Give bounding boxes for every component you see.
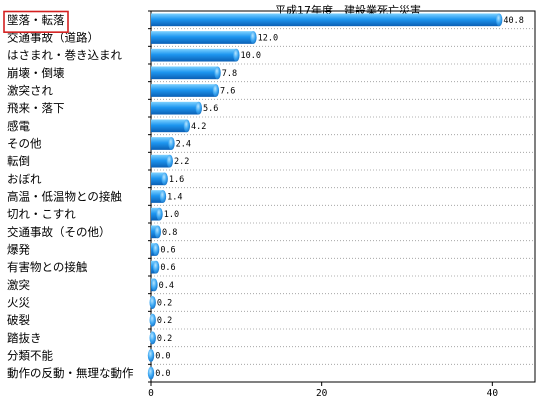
bar-cap — [149, 331, 156, 345]
category-label: 分類不能 — [7, 349, 53, 363]
category-label: はさまれ・巻き込まれ — [7, 48, 122, 62]
category-label: 動作の反動・無理な動作 — [7, 366, 134, 380]
value-label: 5.6 — [203, 104, 218, 114]
value-label: 0.2 — [157, 299, 172, 309]
category-label: 切れ・こすれ — [7, 207, 76, 221]
category-label: 崩壊・倒壊 — [7, 66, 65, 80]
bar-cap — [147, 349, 155, 362]
value-label: 0.0 — [155, 369, 170, 379]
bar-cap — [166, 154, 173, 168]
bar — [151, 84, 216, 97]
x-tick-label: 20 — [316, 388, 328, 399]
value-label: 1.4 — [167, 193, 182, 203]
bar — [151, 13, 500, 27]
bar-cap — [233, 48, 240, 62]
bar-cap — [168, 137, 175, 150]
category-label: 転倒 — [7, 154, 30, 168]
category-label: その他 — [7, 137, 42, 151]
bar — [151, 207, 160, 221]
highlight-box — [3, 10, 69, 33]
category-label: 爆発 — [7, 243, 30, 257]
bar-cap — [212, 84, 220, 97]
category-label: おぼれ — [7, 172, 42, 186]
value-label: 1.6 — [169, 175, 184, 185]
bar-cap — [214, 66, 221, 80]
bar — [151, 31, 254, 44]
value-label: 10.0 — [241, 51, 261, 61]
value-label: 40.8 — [503, 16, 523, 26]
bar — [151, 66, 218, 80]
category-label: 激突され — [7, 84, 53, 98]
category-label: 激突 — [7, 278, 30, 292]
value-label: 12.0 — [258, 34, 278, 44]
grid-lines — [151, 28, 535, 365]
category-label: 火災 — [7, 296, 30, 310]
value-label: 1.0 — [164, 210, 179, 220]
bar — [151, 48, 237, 62]
bar-cap — [149, 296, 156, 309]
category-label: 交通事故（道路） — [7, 31, 99, 45]
category-label: 感電 — [7, 119, 30, 133]
bar-cap — [149, 313, 156, 327]
category-label: 踏抜き — [7, 331, 42, 345]
bar — [151, 172, 165, 186]
bar-cap — [495, 13, 503, 27]
bar-cap — [156, 207, 163, 221]
value-label: 0.2 — [157, 334, 172, 344]
value-label: 0.6 — [160, 263, 175, 273]
category-label: 墜落・転落 — [7, 13, 65, 27]
bars — [147, 13, 503, 380]
bar — [151, 119, 187, 133]
category-label: 破裂 — [7, 313, 30, 327]
category-label: 飛来・落下 — [7, 101, 65, 115]
value-label: 4.2 — [191, 122, 206, 132]
bar-cap — [152, 260, 160, 274]
value-label: 2.2 — [174, 157, 189, 167]
bar-cap — [250, 31, 257, 44]
bar-cap — [195, 101, 202, 115]
category-label: 有害物との接触 — [7, 260, 88, 274]
bar — [151, 137, 172, 150]
value-label: 0.6 — [160, 246, 175, 256]
bar — [151, 225, 158, 239]
value-label: 2.4 — [176, 140, 191, 150]
bar-cap — [183, 119, 191, 133]
x-tick-label: 0 — [148, 388, 154, 399]
bar-cap — [154, 225, 162, 239]
bar-cap — [159, 190, 167, 203]
bar-cap — [147, 366, 155, 380]
category-label: 交通事故（その他） — [7, 225, 111, 239]
bar — [151, 154, 170, 168]
x-tick-label: 40 — [487, 388, 499, 399]
value-labels: 40.8 12.0 10.0 7.8 7.65.6 4.22.4 2.2 1.6 1.4 1.0 0… — [155, 16, 524, 379]
value-label: 7.8 — [222, 69, 237, 79]
bar-cap — [152, 243, 160, 256]
value-label: 0.4 — [159, 281, 174, 291]
category-label: 高温・低温物との接触 — [7, 190, 122, 204]
bar-cap — [151, 278, 158, 292]
value-label: 0.8 — [162, 228, 177, 238]
bar-cap — [161, 172, 168, 186]
value-label: 0.2 — [157, 316, 172, 326]
value-label: 7.6 — [220, 87, 235, 97]
bar — [151, 190, 163, 203]
bar — [151, 101, 199, 115]
x-tick-labels: 0 20 40 — [148, 382, 498, 399]
value-label: 0.0 — [155, 352, 170, 362]
